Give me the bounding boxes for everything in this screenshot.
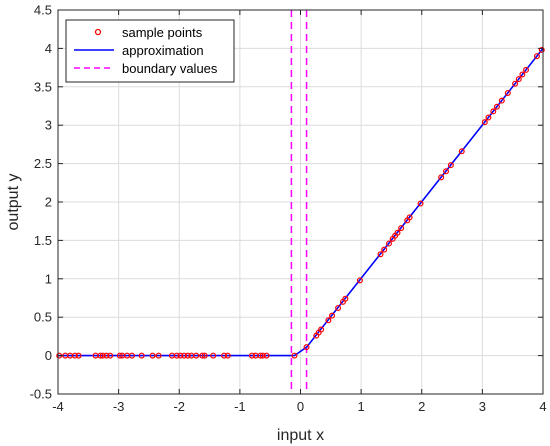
sample-point: [523, 66, 530, 73]
legend-label-sample-points: sample points: [122, 25, 203, 40]
sample-point: [138, 352, 145, 359]
sample-point: [394, 229, 401, 236]
y-tick-label: -0.5: [30, 387, 52, 402]
sample-point: [447, 162, 454, 169]
legend-box: [65, 19, 235, 83]
x-tick-label: -2: [173, 399, 185, 414]
y-tick-label: 2: [45, 195, 52, 210]
x-tick-label: 4: [539, 399, 546, 414]
sample-point: [398, 225, 405, 232]
approximation-line-layer: [58, 47, 544, 357]
sample-point: [512, 80, 519, 87]
sample-point: [103, 352, 110, 359]
sample-point: [342, 295, 349, 302]
sample-point: [116, 352, 123, 359]
sample-point: [335, 304, 342, 311]
y-tick-label: 1.5: [34, 233, 52, 248]
x-tick-label: -4: [52, 399, 64, 414]
sample-point: [199, 352, 206, 359]
sample-point: [221, 352, 228, 359]
sample-point: [443, 168, 450, 175]
x-axis-title: input x: [277, 427, 324, 444]
sample-point: [224, 352, 231, 359]
sample-point: [99, 352, 106, 359]
y-tick-label: 3: [45, 118, 52, 133]
x-tick-label: 1: [358, 399, 365, 414]
sample-point: [493, 103, 500, 110]
sample-point: [193, 352, 200, 359]
legend-label-boundary-values: boundary values: [122, 61, 218, 76]
sample-point: [485, 114, 492, 121]
sample-point: [97, 352, 104, 359]
sample-point: [318, 326, 325, 333]
x-tick-label: -1: [234, 399, 246, 414]
sample-point: [303, 344, 310, 351]
x-tick-label: -3: [113, 399, 125, 414]
y-tick-label: 4.5: [34, 3, 52, 18]
x-tick-label: 0: [297, 399, 304, 414]
sample-point: [128, 352, 135, 359]
sample-point: [181, 352, 188, 359]
y-tick-label: 4: [45, 41, 52, 56]
x-tick-label: 3: [479, 399, 486, 414]
sample-point: [249, 352, 256, 359]
sample-points-layer: [56, 46, 545, 359]
sample-point: [71, 352, 78, 359]
boundary-lines: [290, 10, 308, 394]
y-tick-label: 2.5: [34, 156, 52, 171]
x-tick-label: 2: [418, 399, 425, 414]
sample-point: [417, 200, 424, 207]
sample-point: [75, 352, 82, 359]
sample-point: [107, 352, 114, 359]
sample-point: [377, 251, 384, 258]
sample-point: [257, 352, 264, 359]
sample-point: [498, 97, 505, 104]
sample-point: [329, 312, 336, 319]
sample-point: [386, 240, 393, 247]
sample-point: [177, 352, 184, 359]
sample-point: [210, 352, 217, 359]
y-tick-label: 0.5: [34, 310, 52, 325]
sample-point: [325, 317, 332, 324]
y-tick-label: 1: [45, 271, 52, 286]
sample-point: [263, 352, 270, 359]
y-axis-title: output y: [5, 174, 22, 231]
sample-point: [381, 246, 388, 253]
sample-point: [173, 352, 180, 359]
approximation-line: [58, 47, 544, 357]
sample-point: [458, 148, 465, 155]
sample-point: [259, 352, 266, 359]
legend-marker-sample-points: [94, 28, 102, 36]
y-tick-label: 3.5: [34, 79, 52, 94]
y-tick-label: 0: [45, 348, 52, 363]
sample-point: [533, 53, 540, 60]
axis-ticks: -4 -3 -2 -1 0 1 2 3 4 -0.5 0 0.5 1 1.5 2 2.5 3 3.5 4 4.5: [30, 3, 547, 415]
sample-point: [406, 214, 413, 221]
sample-point: [515, 76, 522, 83]
sample-point: [291, 352, 298, 359]
legend: sample points approximation boundary val…: [65, 19, 235, 83]
sample-point: [438, 174, 445, 181]
sample-point: [149, 352, 156, 359]
sample-point: [184, 352, 191, 359]
sample-point: [538, 46, 545, 53]
sample-point: [155, 352, 162, 359]
sample-point: [519, 71, 526, 78]
legend-label-approximation: approximation: [122, 43, 204, 58]
sample-point: [490, 108, 497, 115]
sample-point: [201, 352, 208, 359]
sample-point: [356, 277, 363, 284]
sample-point: [481, 119, 488, 126]
sample-point: [504, 89, 511, 96]
